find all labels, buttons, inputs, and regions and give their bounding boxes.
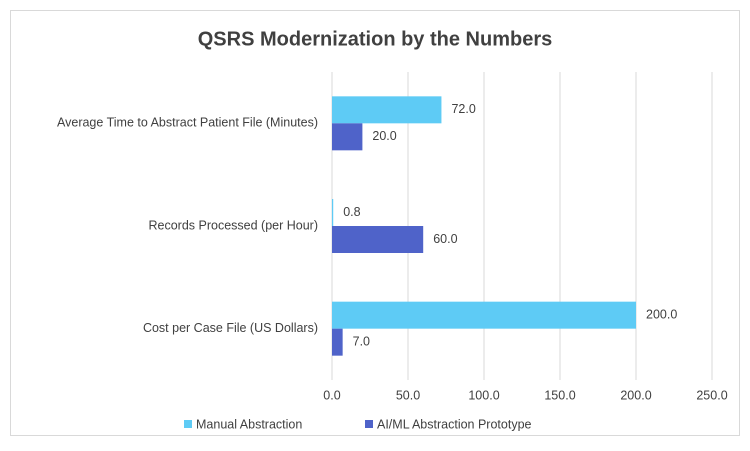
chart-title: QSRS Modernization by the Numbers bbox=[198, 28, 552, 50]
y-tick-label: Records Processed (per Hour) bbox=[148, 218, 318, 232]
data-label: 20.0 bbox=[372, 129, 396, 143]
x-tick-label: 200.0 bbox=[620, 388, 651, 402]
bar bbox=[332, 328, 343, 356]
x-tick-label: 150.0 bbox=[544, 388, 575, 402]
x-tick-label: 0.0 bbox=[323, 388, 340, 402]
y-tick-label: Cost per Case File (US Dollars) bbox=[143, 321, 318, 335]
bar bbox=[332, 96, 442, 124]
data-label: 0.8 bbox=[343, 205, 360, 219]
bar bbox=[332, 199, 334, 226]
data-label: 60.0 bbox=[433, 232, 457, 246]
y-tick-label: Average Time to Abstract Patient File (M… bbox=[57, 116, 318, 130]
legend-swatch bbox=[184, 420, 192, 428]
bar bbox=[332, 226, 424, 253]
legend-swatch bbox=[365, 420, 373, 428]
data-label: 200.0 bbox=[646, 307, 677, 321]
legend-label: AI/ML Abstraction Prototype bbox=[377, 417, 532, 431]
legend-label: Manual Abstraction bbox=[196, 417, 302, 431]
x-tick-label: 100.0 bbox=[468, 388, 499, 402]
x-tick-label: 250.0 bbox=[696, 388, 727, 402]
bar bbox=[332, 301, 636, 329]
chart-frame bbox=[10, 10, 740, 436]
bar bbox=[332, 123, 363, 151]
data-label: 72.0 bbox=[451, 102, 475, 116]
x-tick-label: 50.0 bbox=[396, 388, 420, 402]
data-label: 7.0 bbox=[353, 334, 370, 348]
